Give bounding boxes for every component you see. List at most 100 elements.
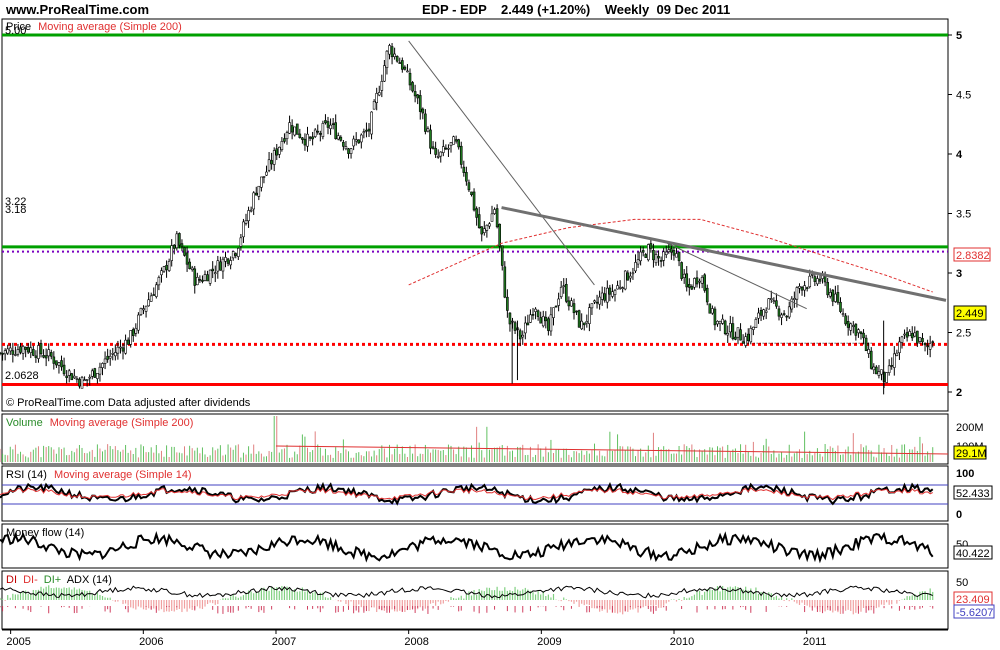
candle-body: [711, 308, 714, 314]
candle-body: [485, 224, 489, 231]
candle-body: [559, 286, 563, 298]
candle-body: [851, 325, 855, 327]
candle-body: [119, 346, 122, 349]
candle-body: [6, 348, 10, 354]
price-tick-label: 3.5: [956, 209, 971, 221]
candle-body: [928, 343, 932, 350]
candle-body: [826, 282, 829, 296]
candle-body: [565, 283, 568, 302]
x-tick-label: 2007: [272, 636, 296, 648]
trendline-1: [501, 206, 947, 302]
candle-body: [52, 356, 56, 364]
candle-body: [114, 352, 117, 357]
candle-body: [262, 176, 266, 178]
candle-body: [388, 45, 391, 55]
di-legend: DI: [6, 574, 17, 586]
candle-body: [854, 323, 858, 336]
candle-body: [582, 322, 586, 326]
price-tick-label: 5: [956, 30, 962, 42]
candle-body: [29, 347, 33, 353]
candle-body: [685, 273, 689, 288]
candle-body: [298, 133, 302, 138]
candle-body: [175, 233, 179, 249]
candle-body: [772, 300, 776, 303]
candle-body: [134, 327, 138, 334]
candle-body: [793, 298, 796, 300]
candle-body: [754, 319, 758, 328]
candle-body: [518, 330, 522, 340]
candle-body: [816, 278, 819, 285]
candle-body: [344, 146, 348, 150]
candle-body: [14, 354, 17, 356]
candle-body: [803, 285, 806, 291]
candle-body: [608, 287, 612, 295]
candle-body: [621, 287, 624, 289]
volume-panel-frame: [1, 413, 949, 465]
candle-body: [859, 331, 863, 335]
candle-body: [867, 349, 870, 354]
candle-body: [329, 124, 332, 129]
candle-body: [480, 226, 484, 235]
candle-body: [234, 253, 238, 256]
candle-body: [477, 214, 481, 229]
candle-body: [539, 317, 542, 324]
candle-body: [767, 298, 771, 310]
candle-body: [121, 347, 125, 352]
candle-body: [810, 274, 814, 276]
candle-body: [759, 310, 763, 316]
candle-body: [603, 293, 607, 301]
candle-body: [178, 233, 181, 246]
candle-body: [447, 147, 450, 150]
candle-body: [531, 314, 535, 316]
candle-body: [885, 372, 888, 383]
candle-body: [729, 323, 732, 333]
candle-body: [26, 346, 30, 353]
x-tick-label: 2010: [670, 636, 694, 648]
candle-body: [375, 93, 378, 103]
candle-body: [780, 314, 783, 318]
candle-body: [529, 314, 532, 323]
candle-body: [703, 274, 706, 291]
candle-body: [219, 261, 222, 271]
candle-body: [616, 285, 619, 290]
candle-body: [736, 327, 740, 338]
candle-body: [595, 301, 599, 304]
ma-value-box: [953, 247, 991, 262]
trendline-2: [667, 242, 807, 310]
dmi-tick-50: 50: [956, 577, 968, 589]
candle-body: [549, 314, 553, 332]
candle-body: [688, 284, 691, 288]
price-tick-label: 2: [956, 387, 962, 399]
candle-body: [657, 256, 660, 259]
candle-body: [167, 261, 171, 271]
candle-body: [370, 111, 373, 135]
candle-body: [0, 352, 2, 355]
candle-body: [411, 82, 414, 92]
candle-body: [254, 192, 258, 196]
candle-body: [349, 148, 353, 154]
candle-body: [365, 129, 368, 132]
candle-body: [705, 287, 709, 303]
candle-body: [931, 341, 935, 343]
candle-body: [90, 370, 94, 377]
x-tick-label: 2008: [404, 636, 428, 648]
candle-body: [731, 323, 735, 340]
last-price-tag: 2.449: [956, 308, 984, 320]
candle-body: [752, 326, 755, 330]
candle-body: [360, 134, 363, 143]
candle-body: [818, 278, 822, 282]
candle-body: [552, 307, 555, 318]
candle-body: [488, 223, 491, 227]
top-level-label: 5.00: [5, 25, 26, 37]
candle-body: [875, 366, 878, 375]
candle-body: [49, 352, 53, 357]
candle-body: [908, 331, 911, 337]
price-tick-label: 3: [956, 268, 962, 280]
candle-body: [790, 298, 794, 310]
candle-body: [380, 81, 384, 91]
candle-body: [252, 192, 255, 210]
candle-body: [147, 299, 150, 307]
candle-body: [347, 148, 350, 154]
candle-body: [303, 138, 307, 146]
